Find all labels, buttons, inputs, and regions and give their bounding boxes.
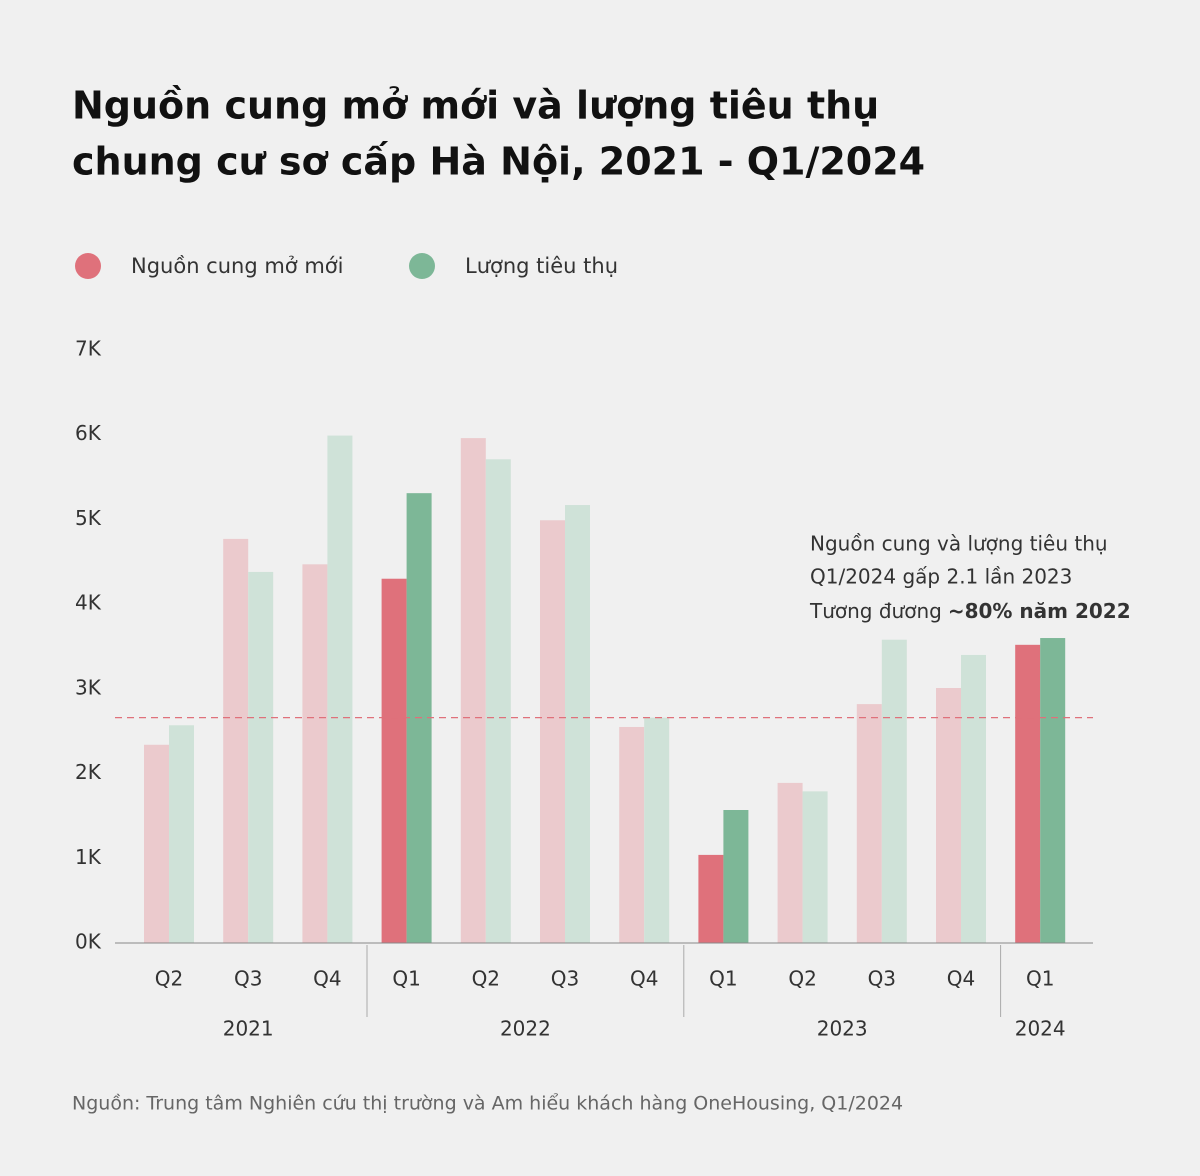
annotation: Tương đương ~80% năm 2022: [809, 599, 1131, 623]
x-tick-label: Q1: [1026, 967, 1054, 991]
annotation: Q1/2024 gấp 2.1 lần 2023: [810, 565, 1072, 589]
y-tick-label: 0K: [75, 930, 102, 954]
y-tick-label: 2K: [75, 760, 102, 784]
bar: [881, 639, 907, 943]
x-tick-label: Q1: [392, 967, 420, 991]
bar: [565, 505, 590, 943]
annotation-text: Tương đương: [809, 599, 942, 623]
group-label: 2024: [1015, 1017, 1066, 1041]
bar: [644, 717, 670, 943]
legend-label: Lượng tiêu thụ: [465, 254, 618, 278]
bar: [485, 459, 511, 943]
bar: [961, 654, 986, 943]
bar: [381, 578, 407, 943]
x-tick-label: Q1: [709, 967, 737, 991]
bar: [1015, 644, 1041, 943]
x-tick-label: Q3: [551, 967, 579, 991]
bar: [698, 854, 724, 943]
bar: [856, 704, 882, 943]
x-tick-label: Q4: [313, 967, 341, 991]
bar: [144, 744, 169, 943]
x-tick-label: Q2: [155, 967, 183, 991]
x-tick-label: Q4: [630, 967, 658, 991]
bar: [327, 435, 353, 943]
y-tick-label: 1K: [75, 845, 102, 869]
legend-marker: [409, 253, 435, 279]
bar: [460, 438, 486, 943]
x-tick-label: Q4: [947, 967, 975, 991]
annotation: Nguồn cung và lượng tiêu thụ: [810, 532, 1108, 556]
bar: [302, 564, 328, 943]
annotation-bold: ~80% năm 2022: [948, 599, 1131, 623]
bar: [802, 791, 828, 943]
y-tick-label: 6K: [75, 421, 102, 445]
group-label: 2022: [500, 1017, 551, 1041]
group-label: 2021: [223, 1017, 274, 1041]
x-tick-label: Q3: [868, 967, 896, 991]
legend-label: Nguồn cung mở mới: [131, 254, 343, 278]
bar: [723, 809, 749, 943]
x-tick-label: Q2: [788, 967, 816, 991]
bar: [936, 688, 961, 943]
bar: [248, 571, 274, 943]
source: Nguồn: Trung tâm Nghiên cứu thị trường v…: [72, 1093, 903, 1115]
bar: [223, 538, 249, 943]
y-tick-label: 3K: [75, 675, 102, 699]
x-tick-label: Q3: [234, 967, 262, 991]
y-tick-label: 7K: [75, 337, 102, 361]
chart-title: chung cư sơ cấp Hà Nội, 2021 - Q1/2024: [72, 140, 925, 184]
y-tick-label: 5K: [75, 506, 102, 530]
bar: [777, 782, 803, 943]
chart-title: Nguồn cung mở mới và lượng tiêu thụ: [72, 84, 879, 128]
group-label: 2023: [817, 1017, 868, 1041]
bar: [1040, 638, 1066, 943]
bar: [540, 520, 565, 943]
x-tick-label: Q2: [472, 967, 500, 991]
bar: [619, 726, 645, 943]
bar: [169, 725, 194, 943]
legend-marker: [75, 253, 101, 279]
y-tick-label: 4K: [75, 591, 102, 615]
